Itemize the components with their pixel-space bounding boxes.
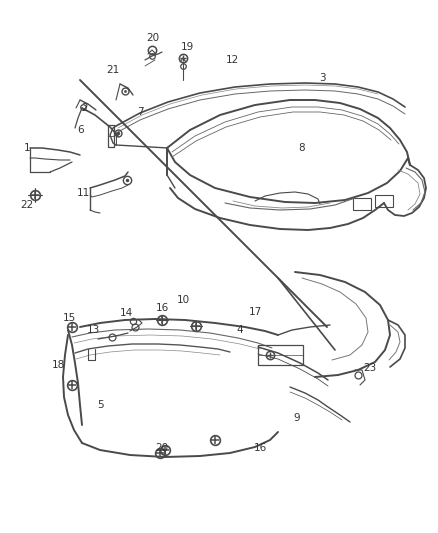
Bar bbox=[375, 195, 393, 207]
Text: 11: 11 bbox=[76, 188, 90, 198]
Text: 16: 16 bbox=[253, 443, 267, 453]
Text: 20: 20 bbox=[146, 33, 159, 43]
Text: 15: 15 bbox=[62, 313, 76, 323]
Text: 14: 14 bbox=[120, 308, 133, 318]
Text: 5: 5 bbox=[97, 400, 103, 410]
Text: 4: 4 bbox=[237, 325, 244, 335]
Text: 20: 20 bbox=[155, 443, 169, 453]
Text: 6: 6 bbox=[78, 125, 84, 135]
Text: 21: 21 bbox=[106, 65, 120, 75]
Bar bbox=[353, 198, 371, 210]
Text: 7: 7 bbox=[137, 107, 143, 117]
Text: 8: 8 bbox=[299, 143, 305, 153]
Text: 2: 2 bbox=[82, 103, 88, 113]
Text: 19: 19 bbox=[180, 42, 194, 52]
Text: 13: 13 bbox=[86, 325, 99, 335]
Text: 3: 3 bbox=[319, 73, 325, 83]
Text: 16: 16 bbox=[155, 303, 169, 313]
Text: 22: 22 bbox=[21, 200, 34, 210]
Text: 23: 23 bbox=[364, 363, 377, 373]
Text: 1: 1 bbox=[24, 143, 30, 153]
Text: 18: 18 bbox=[51, 360, 65, 370]
Text: 9: 9 bbox=[294, 413, 300, 423]
Text: 12: 12 bbox=[226, 55, 239, 65]
Bar bbox=[258, 345, 303, 365]
Text: 17: 17 bbox=[248, 307, 261, 317]
Text: 10: 10 bbox=[177, 295, 190, 305]
